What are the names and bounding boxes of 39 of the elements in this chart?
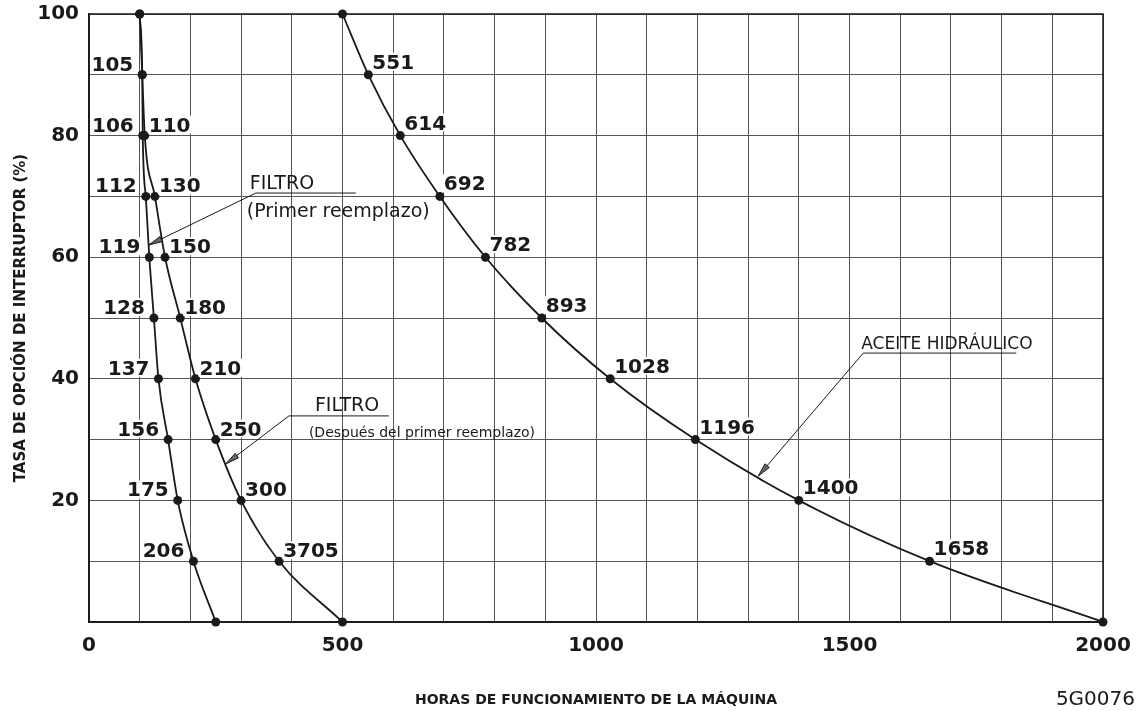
annotation: 300: [245, 477, 287, 502]
annotation: 206: [142, 538, 185, 563]
x-tick-label: 1500: [821, 632, 878, 657]
annotation: 156: [117, 416, 160, 441]
annotation: 1196: [699, 414, 756, 439]
annotation: 3705: [283, 538, 339, 563]
annotation: 250: [219, 416, 262, 441]
annotation: 137: [107, 355, 150, 380]
annotation: 1028: [614, 353, 670, 378]
annotation: 614: [404, 110, 447, 135]
annotation: 106: [91, 112, 134, 137]
annotation: 782: [489, 232, 532, 257]
x-axis-title: HORAS DE FUNCIONAMIENTO DE LA MÁQUINA: [414, 691, 778, 708]
annotation: 130: [158, 173, 201, 198]
x-tick-label: 500: [321, 632, 364, 657]
x-tick-label: 1000: [568, 632, 624, 657]
y-axis-title: TASA DE OPCIÓN DE INTERRUPTOR (%): [9, 153, 29, 483]
annotation: 893: [545, 293, 588, 317]
y-tick-label: 100: [37, 0, 79, 25]
annotation: 210: [199, 355, 242, 380]
annotation: 110: [148, 112, 191, 137]
y-tick-label: 20: [51, 486, 79, 511]
annotation: 1400: [802, 475, 859, 500]
x-tick-label: 2000: [1075, 632, 1131, 657]
annotation: 180: [184, 295, 227, 319]
annotation: 1658: [933, 536, 990, 561]
y-tick-label: 80: [51, 121, 79, 146]
annotation: 150: [169, 234, 211, 259]
y-tick-label: 40: [51, 365, 79, 389]
annotation: 112: [95, 173, 137, 198]
annotation: 551: [372, 49, 415, 74]
annotation: 119: [98, 234, 141, 259]
annotation: 105: [91, 51, 134, 76]
annotation: 128: [103, 295, 145, 319]
x-tick-label: 0: [82, 632, 96, 657]
text: 5G0076: [1055, 686, 1135, 710]
annotation: 175: [126, 477, 169, 502]
annotation: 692: [443, 171, 486, 196]
y-tick-label: 60: [51, 243, 79, 268]
